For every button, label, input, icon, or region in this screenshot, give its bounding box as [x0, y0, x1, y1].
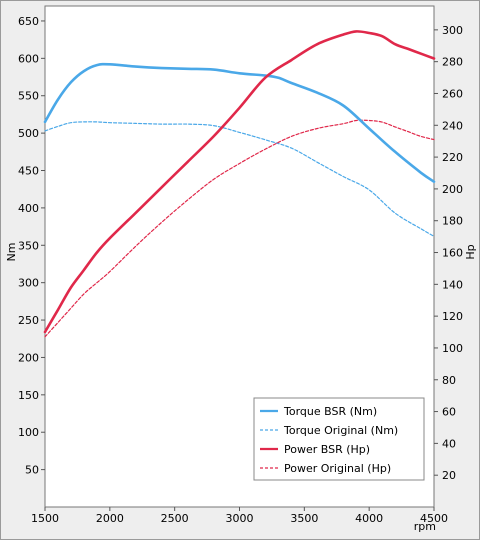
y-left-tick-label: 100	[18, 426, 39, 439]
y-right-axis-title: Hp	[464, 244, 477, 259]
y-right-tick-label: 120	[442, 310, 463, 323]
x-tick-label: 4000	[355, 512, 383, 525]
legend-label: Power BSR (Hp)	[284, 443, 370, 456]
y-right-tick-label: 180	[442, 215, 463, 228]
x-tick-label: 3000	[226, 512, 254, 525]
legend-label: Torque BSR (Nm)	[283, 405, 377, 418]
y-left-tick-label: 500	[18, 127, 39, 140]
y-right-tick-label: 140	[442, 278, 463, 291]
y-right-tick-label: 40	[442, 437, 456, 450]
y-left-tick-label: 400	[18, 202, 39, 215]
x-tick-label: 3500	[290, 512, 318, 525]
y-left-tick-label: 300	[18, 277, 39, 290]
y-right-tick-label: 80	[442, 374, 456, 387]
legend-label: Power Original (Hp)	[284, 462, 391, 475]
y-left-tick-label: 450	[18, 165, 39, 178]
y-left-tick-label: 50	[25, 464, 39, 477]
y-left-axis-title: Nm	[5, 243, 18, 262]
y-right-tick-label: 220	[442, 151, 463, 164]
x-tick-label: 1500	[31, 512, 59, 525]
y-right-tick-label: 280	[442, 56, 463, 69]
y-left-tick-label: 350	[18, 239, 39, 252]
y-left-tick-label: 550	[18, 90, 39, 103]
y-left-tick-label: 150	[18, 389, 39, 402]
y-right-tick-label: 240	[442, 119, 463, 132]
legend-box	[253, 397, 425, 481]
series-line-power-original-hp	[44, 119, 435, 338]
x-axis-title: rpm	[414, 520, 436, 533]
y-right-tick-label: 20	[442, 469, 456, 482]
y-left-tick-label: 250	[18, 314, 39, 327]
y-right-tick-label: 300	[442, 24, 463, 37]
y-right-tick-label: 60	[442, 406, 456, 419]
y-right-tick-label: 100	[442, 342, 463, 355]
y-left-tick-label: 200	[18, 351, 39, 364]
x-tick-label: 2500	[161, 512, 189, 525]
legend-label: Torque Original (Nm)	[283, 424, 398, 437]
y-right-tick-label: 260	[442, 87, 463, 100]
x-tick-label: 4500	[420, 512, 448, 525]
y-right-tick-label: 200	[442, 183, 463, 196]
y-right-tick-label: 160	[442, 247, 463, 260]
series-line-torque-original-nm	[44, 121, 435, 237]
series-line-power-bsr-hp	[43, 30, 436, 334]
x-tick-label: 2000	[96, 512, 124, 525]
y-left-tick-label: 650	[18, 15, 39, 28]
y-left-tick-label: 600	[18, 52, 39, 65]
series-line-torque-bsr-nm	[43, 62, 436, 183]
